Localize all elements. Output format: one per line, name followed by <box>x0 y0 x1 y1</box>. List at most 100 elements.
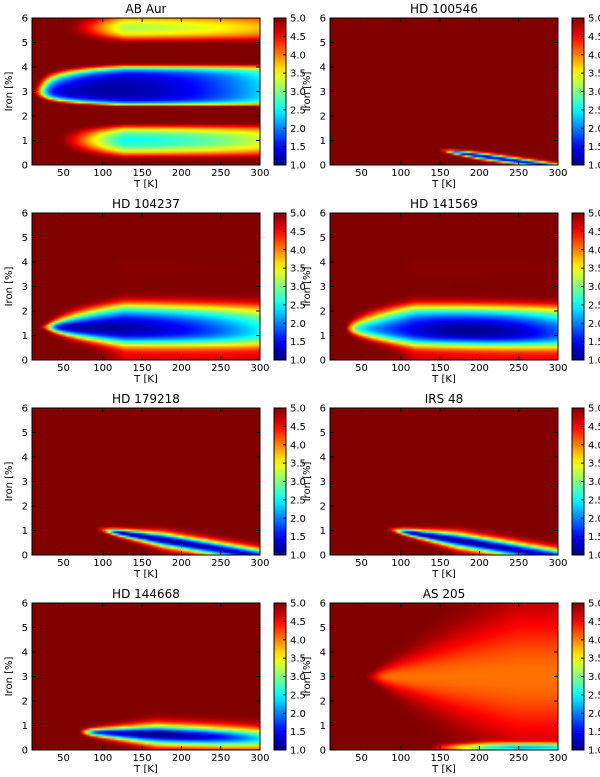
x-tick-label: 200 <box>470 558 489 569</box>
x-axis-label: T [K] <box>431 179 456 190</box>
panel: HD 179218 50 100 150 200 250 300 0 1 2 3 4 5 6 T [K] Ir… <box>4 392 306 580</box>
x-tick-label: 50 <box>57 168 70 179</box>
x-tick-label: 150 <box>431 363 450 374</box>
x-tick-label: 50 <box>57 363 70 374</box>
colorbar-tick-label: 3.0 <box>290 282 306 293</box>
panel: HD 100546 50 100 150 200 250 300 0 1 2 3 4 5 6 T [K] Ir… <box>302 2 600 190</box>
x-tick-label: 250 <box>509 558 528 569</box>
y-tick-label: 6 <box>320 599 326 610</box>
y-axis-label: Iron [%] <box>4 462 15 502</box>
y-tick-label: 2 <box>320 112 326 123</box>
y-tick-label: 1 <box>320 136 326 147</box>
colorbar-tick-label: 2.5 <box>588 300 600 311</box>
colorbar-tick-label: 5.0 <box>290 14 306 25</box>
colorbar-tick-label: 4.0 <box>290 245 306 256</box>
x-tick-label: 300 <box>548 168 567 179</box>
colorbar-tick-label: 1.0 <box>290 746 306 757</box>
chart-title: HD 104237 <box>112 197 180 211</box>
y-tick-label: 6 <box>320 404 326 415</box>
colorbar-tick-label: 1.5 <box>588 337 600 348</box>
y-tick-label: 1 <box>22 136 28 147</box>
colorbar-tick-label: 2.0 <box>290 319 306 330</box>
colorbar-tick-label: 5.0 <box>588 404 600 415</box>
x-tick-label: 300 <box>548 558 567 569</box>
heatmap-image <box>330 603 558 750</box>
colorbar-tick-label: 2.5 <box>290 105 306 116</box>
colorbar-tick-label: 2.0 <box>290 124 306 135</box>
y-tick-label: 2 <box>22 502 28 513</box>
colorbar-tick-label: 4.0 <box>588 635 600 646</box>
y-tick-label: 5 <box>320 233 326 244</box>
colorbar-tick-label: 3.0 <box>290 672 306 683</box>
heatmap-image <box>32 18 260 165</box>
x-tick-label: 150 <box>431 753 450 764</box>
x-tick-label: 50 <box>355 753 368 764</box>
y-tick-label: 2 <box>22 697 28 708</box>
colorbar-tick-label: 3.0 <box>290 477 306 488</box>
x-tick-label: 250 <box>509 363 528 374</box>
x-tick-label: 300 <box>250 363 269 374</box>
x-axis-label: T [K] <box>133 569 158 580</box>
y-tick-label: 1 <box>320 526 326 537</box>
colorbar-tick-label: 3.5 <box>290 654 306 665</box>
y-tick-label: 3 <box>22 87 28 98</box>
y-tick-label: 0 <box>22 551 28 562</box>
colorbar-tick-label: 2.0 <box>290 709 306 720</box>
y-tick-label: 0 <box>320 161 326 172</box>
y-axis-label: Iron [%] <box>302 267 313 307</box>
y-tick-label: 1 <box>22 526 28 537</box>
colorbar-tick-label: 1.5 <box>588 532 600 543</box>
colorbar-tick-label: 4.0 <box>588 245 600 256</box>
heatmap-image <box>32 603 260 750</box>
x-tick-label: 200 <box>470 168 489 179</box>
x-tick-label: 300 <box>250 753 269 764</box>
x-tick-label: 100 <box>391 753 410 764</box>
colorbar-tick-label: 3.0 <box>588 672 600 683</box>
colorbar-tick-label: 2.0 <box>588 124 600 135</box>
x-tick-label: 100 <box>93 168 112 179</box>
x-axis-label: T [K] <box>431 374 456 385</box>
panel: AB Aur 50 100 150 200 250 300 0 1 2 3 4 5 6 T [K] Iron … <box>4 2 306 190</box>
x-tick-label: 50 <box>355 363 368 374</box>
colorbar-tick-label: 4.5 <box>290 617 306 628</box>
colorbar-tick-label: 5.0 <box>588 14 600 25</box>
y-tick-label: 3 <box>22 477 28 488</box>
y-tick-label: 3 <box>22 672 28 683</box>
x-tick-label: 100 <box>93 753 112 764</box>
x-tick-label: 300 <box>250 168 269 179</box>
y-tick-label: 5 <box>320 428 326 439</box>
colorbar-tick-label: 3.5 <box>588 459 600 470</box>
colorbar-tick-label: 2.5 <box>588 105 600 116</box>
y-tick-label: 4 <box>320 63 326 74</box>
x-tick-label: 200 <box>172 168 191 179</box>
x-tick-label: 250 <box>211 558 230 569</box>
x-tick-label: 200 <box>172 558 191 569</box>
x-tick-label: 300 <box>548 363 567 374</box>
colorbar-tick-label: 2.5 <box>290 690 306 701</box>
colorbar-tick-label: 1.0 <box>290 551 306 562</box>
x-tick-label: 100 <box>391 558 410 569</box>
colorbar-tick-label: 4.5 <box>588 227 600 238</box>
heatmap-image <box>330 18 558 165</box>
heatmap-image <box>32 213 260 360</box>
colorbar-tick-label: 3.0 <box>290 87 306 98</box>
panel: HD 144668 50 100 150 200 250 300 0 1 2 3 4 5 6 T [K] Ir… <box>4 587 306 775</box>
x-tick-label: 50 <box>57 753 70 764</box>
chart-title: HD 100546 <box>410 2 478 16</box>
y-tick-label: 6 <box>22 14 28 25</box>
y-tick-label: 4 <box>320 453 326 464</box>
x-tick-label: 50 <box>57 558 70 569</box>
colorbar-tick-label: 1.0 <box>588 161 600 172</box>
chart-title: HD 144668 <box>112 587 180 601</box>
y-tick-label: 5 <box>320 38 326 49</box>
x-tick-label: 150 <box>133 168 152 179</box>
x-tick-label: 200 <box>470 363 489 374</box>
y-axis-label: Iron [%] <box>4 72 15 112</box>
chart-title: HD 179218 <box>112 392 180 406</box>
y-tick-label: 5 <box>22 428 28 439</box>
y-tick-label: 3 <box>320 87 326 98</box>
colorbar-tick-label: 2.5 <box>290 300 306 311</box>
colorbar-tick-label: 5.0 <box>290 209 306 220</box>
x-tick-label: 250 <box>509 753 528 764</box>
colorbar-tick-label: 3.5 <box>290 459 306 470</box>
